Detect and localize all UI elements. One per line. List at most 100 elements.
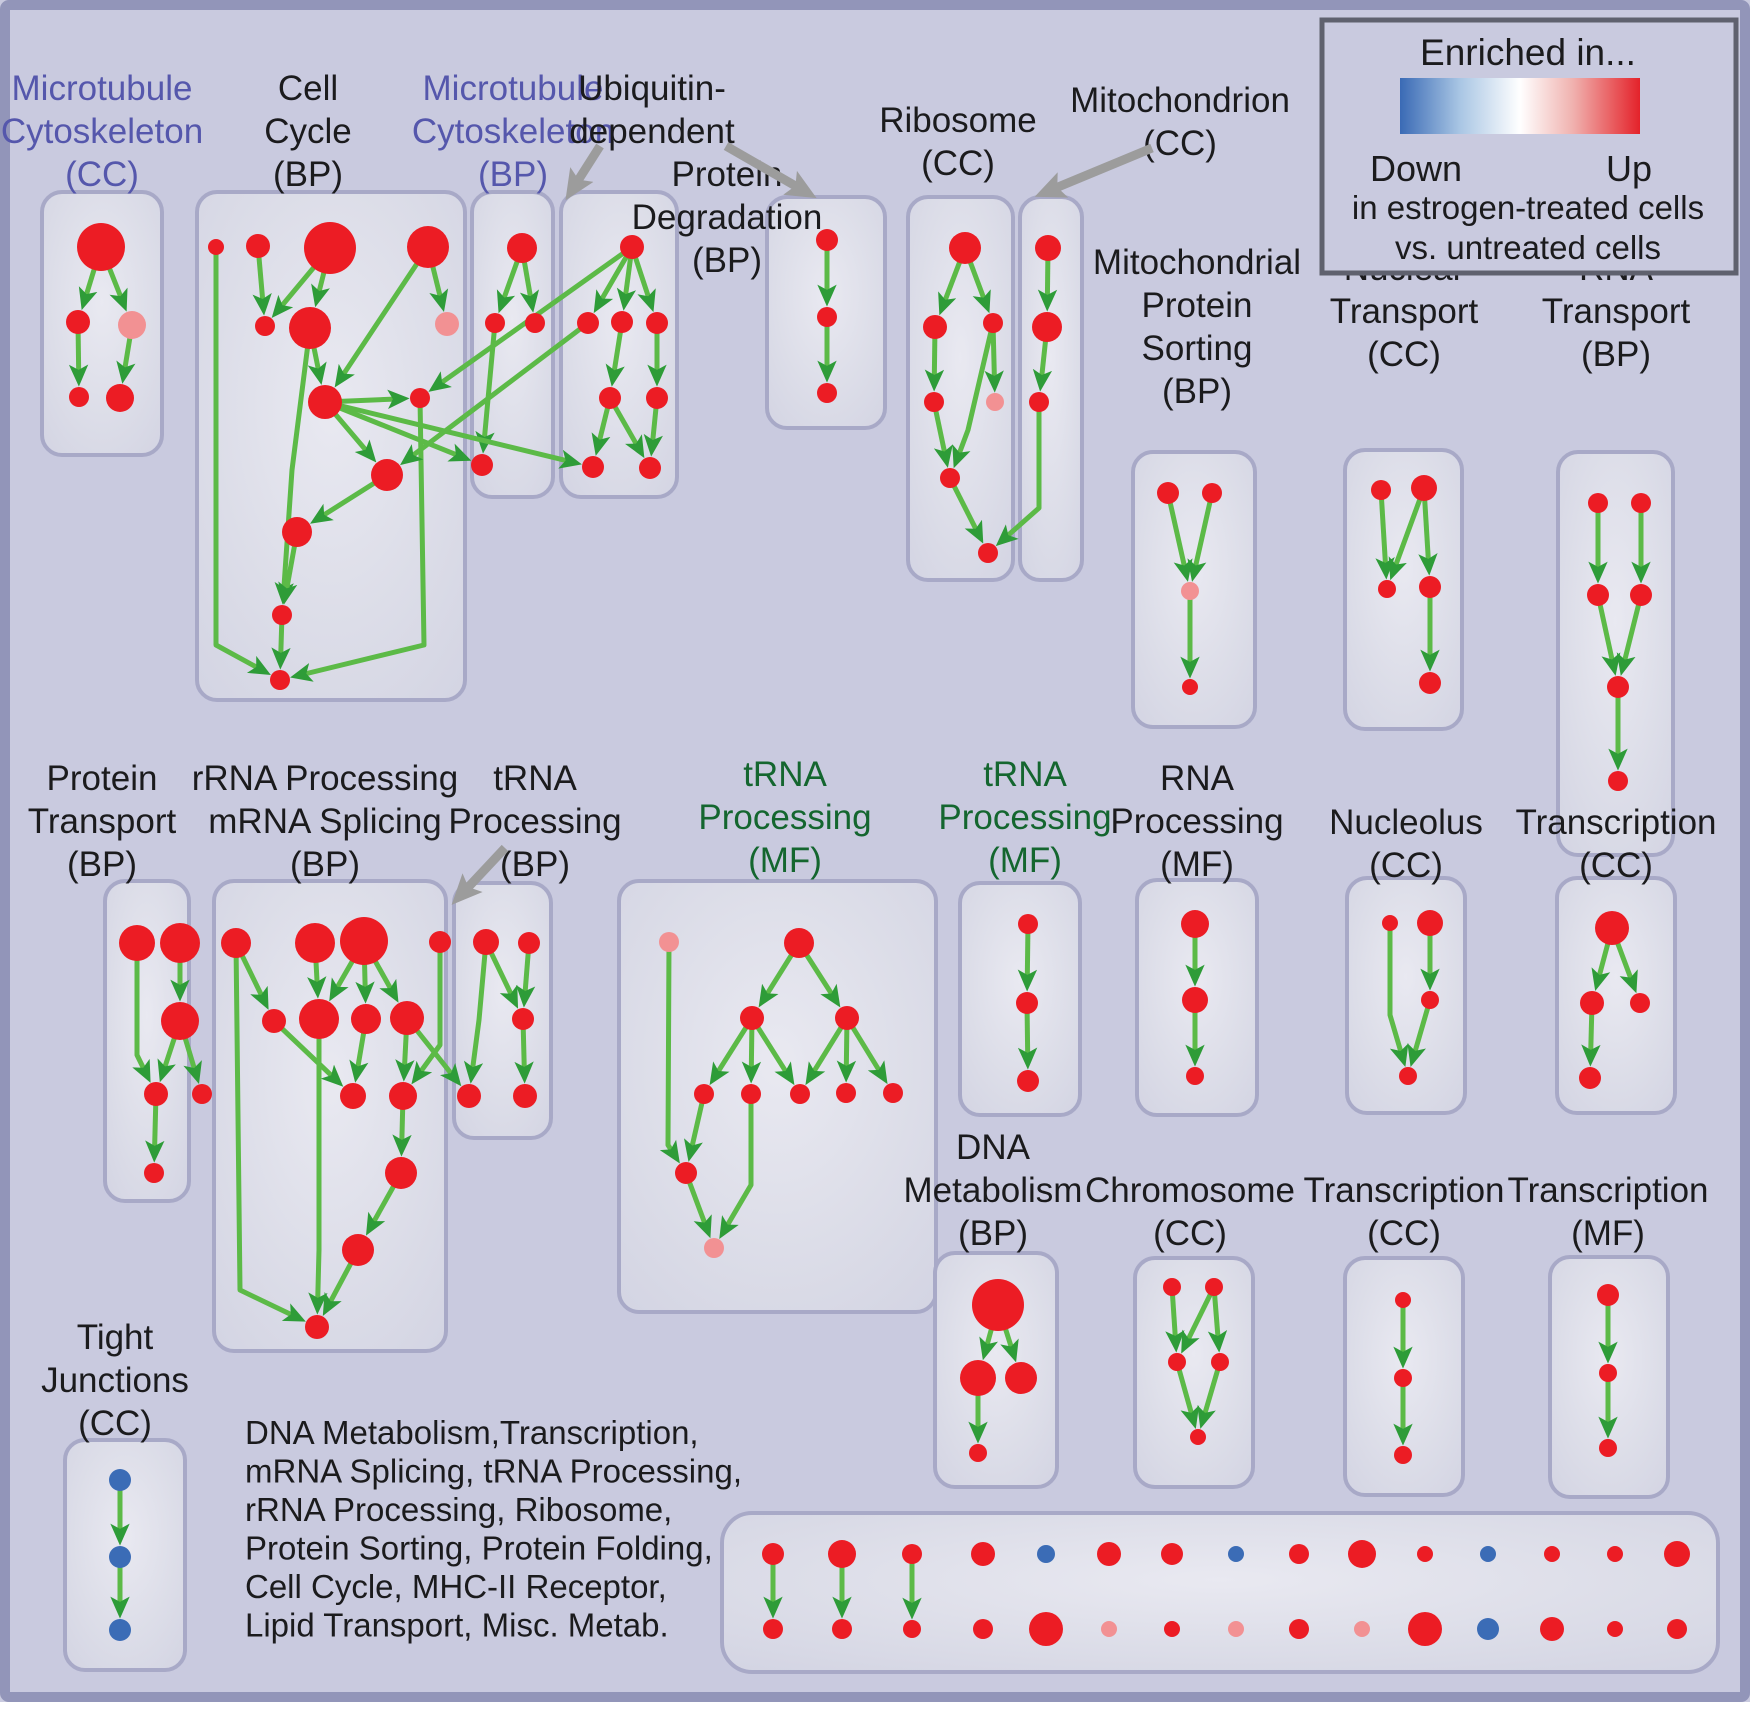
group-label-line: Junctions [41, 1361, 189, 1400]
go-term-node [828, 1540, 856, 1568]
group-label-line: (MF) [1160, 845, 1234, 884]
go-term-node [255, 316, 275, 336]
go-term-node [1411, 475, 1437, 501]
go-term-node [160, 923, 200, 963]
misc-groups-note: DNA Metabolism,Transcription,mRNA Splici… [245, 1414, 742, 1644]
go-term-node [924, 392, 944, 412]
go-term-node [1186, 1067, 1204, 1085]
go-term-node [971, 1542, 995, 1566]
dependency-edge [324, 399, 582, 469]
go-term-node [969, 1444, 987, 1462]
go-term-node [192, 1084, 212, 1104]
go-term-node [1419, 576, 1441, 598]
group-label-line: tRNA [983, 755, 1067, 794]
dependency-edge [1181, 1285, 1217, 1354]
go-term-node [1587, 584, 1609, 606]
go-term-node [457, 1084, 481, 1108]
go-term-node [435, 312, 459, 336]
label-pointer-arrow [565, 143, 604, 201]
go-term-node [902, 1544, 922, 1564]
dependency-edge [1017, 923, 1038, 992]
group-label-line: Nucleolus [1329, 803, 1483, 842]
group-label-line: (BP) [273, 155, 343, 194]
go-term-node [208, 239, 224, 255]
go-term-node [308, 385, 342, 419]
go-term-node [1378, 580, 1396, 598]
dependency-edge [1174, 1361, 1200, 1429]
go-term-node [1419, 672, 1441, 694]
go-term-node [262, 1009, 286, 1033]
go-term-node [69, 387, 89, 407]
legend-box [1319, 17, 1739, 276]
go-term-node [659, 932, 679, 952]
go-term-node [77, 223, 125, 271]
go-term-node [1540, 1617, 1564, 1641]
go-term-node [835, 1006, 859, 1030]
summary-strip [720, 1511, 1720, 1674]
go-term-node [599, 387, 621, 409]
go-term-node [817, 383, 837, 403]
group-label-line: (CC) [1143, 124, 1217, 163]
go-term-node [109, 1619, 131, 1641]
go-term-node [1029, 1612, 1063, 1646]
dependency-edge [1375, 489, 1395, 580]
go-term-node [1579, 1067, 1601, 1089]
go-term-node [1289, 1619, 1309, 1639]
group-label-line: (BP) [958, 1214, 1028, 1253]
go-term-node [289, 307, 331, 349]
go-term-node [762, 1543, 784, 1565]
note-line: rRNA Processing, Ribosome, [245, 1491, 672, 1528]
go-term-node [741, 1084, 761, 1104]
group-label-line: Chromosome [1085, 1171, 1295, 1210]
go-term-node [817, 307, 837, 327]
group-box-chromosome [1133, 1256, 1255, 1489]
go-term-node [246, 234, 270, 258]
group-label-line: (CC) [1367, 335, 1441, 374]
go-term-node [1477, 1618, 1499, 1640]
group-label-line: Transport [1542, 292, 1691, 331]
go-term-node [109, 1546, 131, 1568]
go-term-node [1480, 1546, 1496, 1562]
group-label-line: Degradation [632, 198, 823, 237]
go-term-node [1348, 1540, 1376, 1568]
dependency-edge [931, 401, 953, 468]
go-term-node [270, 670, 290, 690]
dependency-edge [749, 1016, 795, 1086]
dependency-edge [324, 399, 472, 462]
go-term-node [1599, 1364, 1617, 1382]
go-term-node [340, 917, 388, 965]
go-term-node [1181, 910, 1209, 938]
dependency-edge [463, 941, 489, 1084]
go-term-node [1035, 235, 1061, 261]
go-term-node [1181, 582, 1199, 600]
group-label-line: tRNA [743, 755, 827, 794]
group-label-line: Ubiquitin- [578, 69, 726, 108]
go-term-node [1421, 991, 1439, 1009]
go-term-node [1202, 483, 1222, 503]
go-term-node [1544, 1546, 1560, 1562]
dependency-edge [132, 943, 151, 1083]
go-term-node [518, 932, 540, 954]
go-term-node [1037, 1545, 1055, 1563]
go-term-node [784, 928, 814, 958]
go-term-node [973, 1619, 993, 1639]
go-term-node [1032, 312, 1062, 342]
group-label-line: Microtubule [423, 69, 604, 108]
group-label-line: (BP) [500, 845, 570, 884]
go-term-node [1608, 771, 1628, 791]
go-term-node [1607, 1546, 1623, 1562]
go-term-node [1017, 1070, 1039, 1092]
dependency-edge [719, 1094, 754, 1239]
legend-up-label: Up [1606, 148, 1652, 189]
group-label-line: (BP) [290, 845, 360, 884]
go-term-node [1664, 1541, 1690, 1567]
group-label-line: (MF) [988, 841, 1062, 880]
group-box-rna-transport [1556, 450, 1675, 857]
dependency-edge [1207, 1286, 1228, 1353]
dependency-edge [233, 942, 306, 1322]
go-term-node [790, 1084, 810, 1104]
go-term-node [1630, 584, 1652, 606]
group-label-line: Processing [1110, 802, 1283, 841]
